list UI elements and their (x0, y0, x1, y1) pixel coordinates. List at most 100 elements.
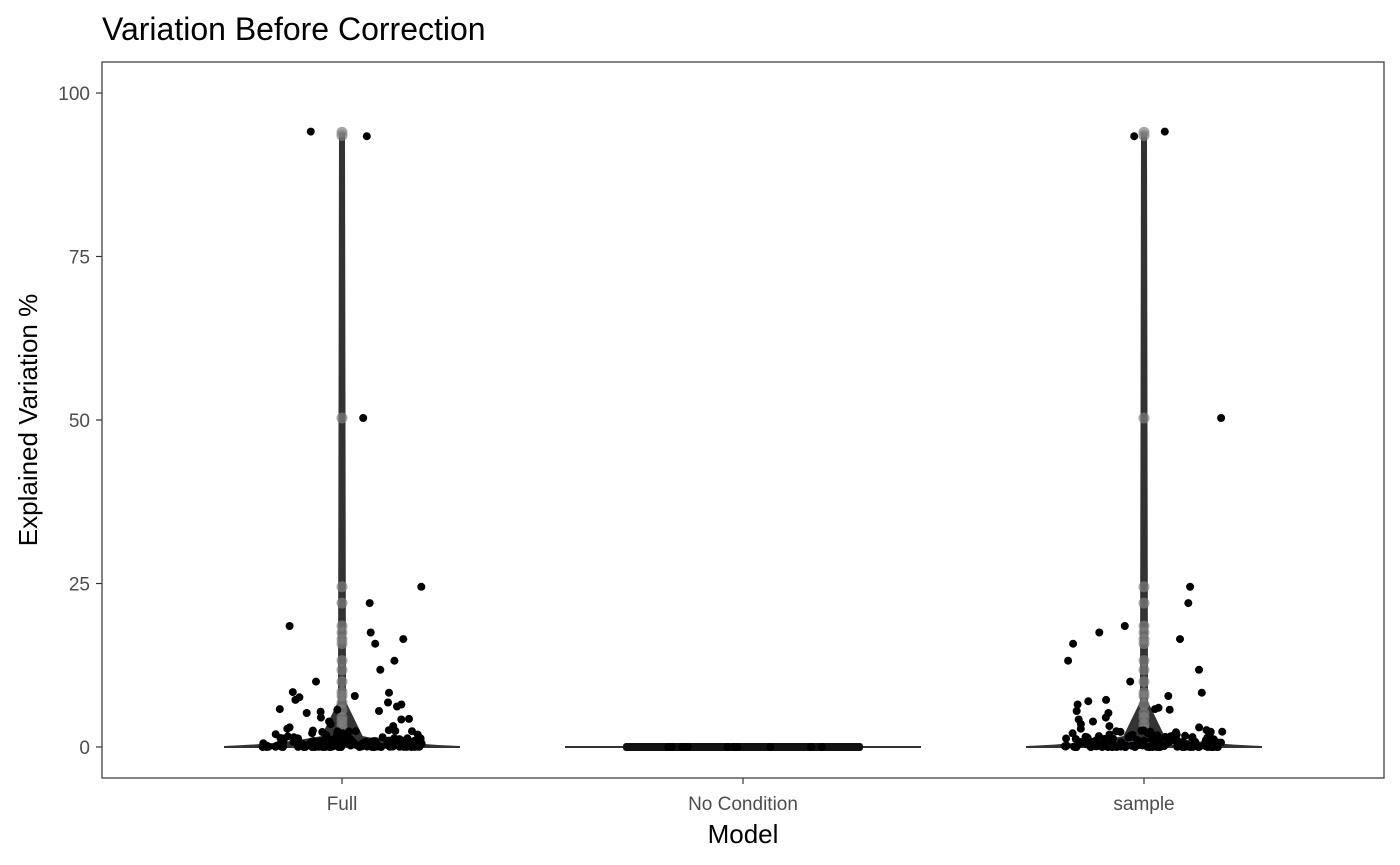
jitter-point (1156, 741, 1165, 750)
x-tick-label: No Condition (688, 794, 798, 815)
jitter-point (1064, 656, 1073, 665)
jitter-point (1062, 734, 1071, 743)
box-outlier-point (1138, 676, 1150, 688)
jitter-point (417, 582, 426, 591)
jitter-point (390, 656, 399, 665)
jitter-point (1205, 729, 1214, 738)
jitter-point (1173, 742, 1182, 751)
jitter-point (371, 639, 380, 648)
chart-title: Variation Before Correction (102, 11, 486, 47)
jitter-point (405, 714, 413, 723)
jitter-point (1170, 732, 1179, 741)
jitter-point (316, 707, 325, 716)
jitter-point (1072, 743, 1081, 751)
box-outlier-point (1138, 412, 1150, 424)
jitter-point (312, 677, 320, 686)
jitter-point (1195, 723, 1204, 732)
jitter-point (1165, 705, 1174, 714)
jitter-point (346, 735, 355, 744)
jitter-point (683, 743, 692, 751)
jitter-point (385, 742, 394, 751)
jitter-point (393, 702, 401, 711)
jitter-point (361, 737, 370, 746)
jitter-point (1089, 717, 1097, 726)
jitter-point (1112, 727, 1121, 736)
x-axis: Full No Condition sample (327, 778, 1175, 815)
jitter-point (1098, 743, 1107, 751)
box-outlier-point (1138, 690, 1150, 702)
jitter-point (414, 734, 423, 743)
jitter-point (1160, 127, 1169, 136)
jitter-point (1217, 414, 1226, 422)
jitter-point (1201, 742, 1210, 751)
jitter-point (1128, 730, 1137, 739)
y-tick-label: 25 (69, 575, 90, 596)
jitter-point (406, 741, 415, 750)
jitter-point (1117, 741, 1126, 750)
y-tick-label: 75 (69, 248, 90, 269)
jitter-point (1217, 738, 1225, 747)
jitter-point (264, 742, 273, 751)
jitter-point (384, 698, 392, 707)
jitter-point (1130, 742, 1139, 751)
box-outlier-point (336, 597, 348, 609)
jitter-point (378, 733, 387, 742)
jitter-point (1143, 742, 1152, 751)
jitter-point (366, 628, 375, 637)
jitter-point (1130, 132, 1139, 141)
jitter-point (1151, 705, 1159, 714)
jitter-point (1073, 700, 1082, 709)
jitter-point (1139, 726, 1148, 735)
jitter-point (279, 734, 288, 743)
jitter-point (1164, 692, 1173, 700)
box-outlier-point (1138, 597, 1150, 609)
jitter-point (1181, 731, 1190, 740)
jitter-point (314, 737, 323, 746)
jitter-point (766, 743, 775, 751)
x-tick-label: sample (1113, 794, 1174, 815)
jitter-point (397, 715, 406, 724)
jitter-point (376, 665, 385, 674)
jitter-point (289, 737, 298, 746)
jitter-point (384, 736, 393, 745)
y-tick-label: 100 (58, 84, 90, 105)
jitter-point (1146, 727, 1155, 736)
jitter-point (1185, 742, 1193, 751)
jitter-point (351, 727, 360, 736)
box-outlier-point (336, 412, 348, 424)
jitter-point (1120, 622, 1129, 630)
jitter-point (308, 729, 317, 738)
jitter-point (1061, 742, 1070, 751)
jitter-point (1195, 665, 1203, 674)
jitter-point (817, 743, 826, 751)
jitter-point (322, 731, 331, 740)
box-outlier-point (336, 664, 348, 676)
jitter-point (1218, 727, 1227, 736)
y-tick-label: 0 (79, 738, 90, 759)
jitter-point (291, 695, 300, 704)
box-outlier-point (1138, 638, 1150, 650)
jitter-point (359, 414, 368, 422)
jitter-point (344, 727, 353, 736)
box-point-layer (336, 126, 1150, 737)
jitter-point (316, 713, 325, 722)
jitter-point (1176, 635, 1184, 644)
zero-point-cluster (623, 743, 863, 751)
box-outlier-point (336, 676, 348, 688)
jitter-point (385, 688, 393, 697)
jitter-point (288, 688, 297, 697)
jitter-point (283, 724, 292, 733)
jitter-point (306, 127, 315, 136)
box-outlier-point (336, 655, 348, 667)
jitter-point (730, 743, 739, 751)
box-outlier-point (1138, 698, 1150, 710)
jitter-point (403, 734, 412, 743)
y-axis-title: Explained Variation % (13, 294, 43, 546)
jitter-point (1186, 582, 1195, 591)
jitter-point (375, 707, 383, 715)
jitter-point (1101, 713, 1110, 722)
jitter-point (1102, 695, 1111, 704)
jitter-point (258, 743, 267, 751)
jitter-point (333, 705, 342, 714)
jitter-point (1153, 731, 1162, 740)
